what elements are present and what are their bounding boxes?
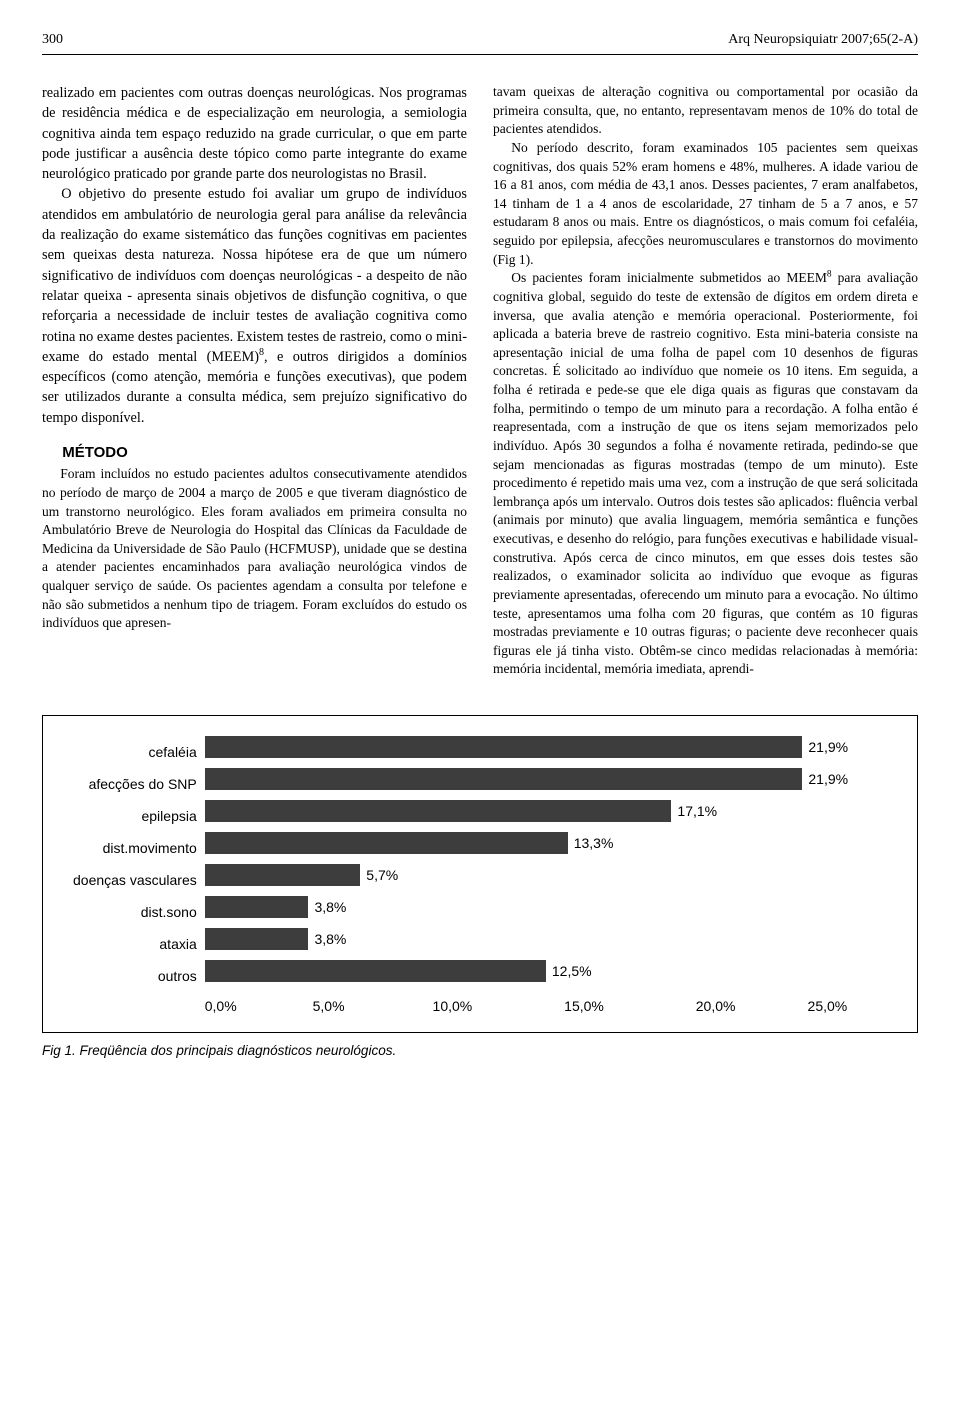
chart-bar bbox=[205, 896, 309, 918]
chart-bar-row: 5,7% bbox=[205, 864, 887, 886]
right-column: tavam queixas de alteração cognitiva ou … bbox=[493, 83, 918, 679]
chart-plot-area: 21,9%21,9%17,1%13,3%5,7%3,8%3,8%12,5% 0,… bbox=[205, 736, 887, 992]
para-l2a: O objetivo do presente estudo foi avalia… bbox=[42, 186, 467, 364]
figure-1-caption: Fig 1. Freqüência dos principais diagnós… bbox=[42, 1043, 918, 1058]
para-r3: Os pacientes foram inicialmente submetid… bbox=[493, 269, 918, 679]
chart-bar bbox=[205, 736, 803, 758]
chart-bar-row: 13,3% bbox=[205, 832, 887, 854]
figure-1-chart: cefaléia afecções do SNP epilepsia dist.mov… bbox=[42, 715, 918, 1033]
chart-bar bbox=[205, 768, 803, 790]
para-r3b: para avaliação cognitiva global, seguido… bbox=[493, 270, 918, 676]
chart-bar-value-label: 3,8% bbox=[314, 899, 346, 915]
left-column: realizado em pacientes com outras doença… bbox=[42, 83, 467, 679]
chart-bar-row: 12,5% bbox=[205, 960, 887, 982]
para-r1: tavam queixas de alteração cognitiva ou … bbox=[493, 83, 918, 139]
header-rule bbox=[42, 54, 918, 55]
chart-bar bbox=[205, 832, 568, 854]
para-l2: O objetivo do presente estudo foi avalia… bbox=[42, 184, 467, 428]
chart-category-label: doenças vasculares bbox=[73, 869, 197, 891]
chart-bar-value-label: 5,7% bbox=[366, 867, 398, 883]
chart-x-axis: 0,0% 5,0% 10,0% 15,0% 20,0% 25,0% bbox=[205, 998, 887, 1014]
chart-bar-value-label: 13,3% bbox=[574, 835, 614, 851]
chart-bar-row: 3,8% bbox=[205, 896, 887, 918]
chart-x-tick: 20,0% bbox=[696, 998, 736, 1014]
chart-x-tick: 25,0% bbox=[808, 998, 848, 1014]
chart-bar-value-label: 21,9% bbox=[808, 739, 848, 755]
chart-x-tick: 0,0% bbox=[205, 998, 237, 1014]
chart-bar bbox=[205, 800, 672, 822]
metodo-body: Foram incluídos no estudo pacientes adul… bbox=[42, 465, 467, 633]
chart-bar-row: 21,9% bbox=[205, 768, 887, 790]
chart-category-label: cefaléia bbox=[73, 741, 197, 763]
chart-bar-row: 21,9% bbox=[205, 736, 887, 758]
chart-bar-value-label: 21,9% bbox=[808, 771, 848, 787]
para-r2: No período descrito, foram examinados 10… bbox=[493, 139, 918, 269]
chart-x-tick: 5,0% bbox=[313, 998, 345, 1014]
chart-bar-value-label: 3,8% bbox=[314, 931, 346, 947]
journal-ref: Arq Neuropsiquiatr 2007;65(2-A) bbox=[728, 32, 918, 48]
chart-x-tick: 10,0% bbox=[433, 998, 473, 1014]
metodo-heading: MÉTODO bbox=[42, 442, 467, 463]
chart-category-label: ataxia bbox=[73, 933, 197, 955]
chart-category-label: dist.sono bbox=[73, 901, 197, 923]
chart-category-label: epilepsia bbox=[73, 805, 197, 827]
running-head: 300 Arq Neuropsiquiatr 2007;65(2-A) bbox=[42, 32, 918, 48]
chart-bar-row: 17,1% bbox=[205, 800, 887, 822]
chart-bar-value-label: 17,1% bbox=[677, 803, 717, 819]
chart-category-label: dist.movimento bbox=[73, 837, 197, 859]
chart-bar-row: 3,8% bbox=[205, 928, 887, 950]
para-r3a: Os pacientes foram inicialmente submetid… bbox=[511, 270, 827, 285]
chart-bar bbox=[205, 928, 309, 950]
chart-bars: 21,9% 21,9% 17,1% 13,3% 5,7% 3,8% 3,8% 12,5% bbox=[205, 736, 887, 992]
page-number: 300 bbox=[42, 32, 63, 48]
chart-category-label: outros bbox=[73, 965, 197, 987]
para-l1: realizado em pacientes com outras doença… bbox=[42, 83, 467, 184]
chart-bar bbox=[205, 864, 361, 886]
body-columns: realizado em pacientes com outras doença… bbox=[42, 83, 918, 679]
chart-bar bbox=[205, 960, 546, 982]
chart-bar-value-label: 12,5% bbox=[552, 963, 592, 979]
chart-category-label: afecções do SNP bbox=[73, 773, 197, 795]
chart-category-labels: cefaléia afecções do SNP epilepsia dist.mov… bbox=[73, 741, 205, 987]
chart-x-tick: 15,0% bbox=[564, 998, 604, 1014]
